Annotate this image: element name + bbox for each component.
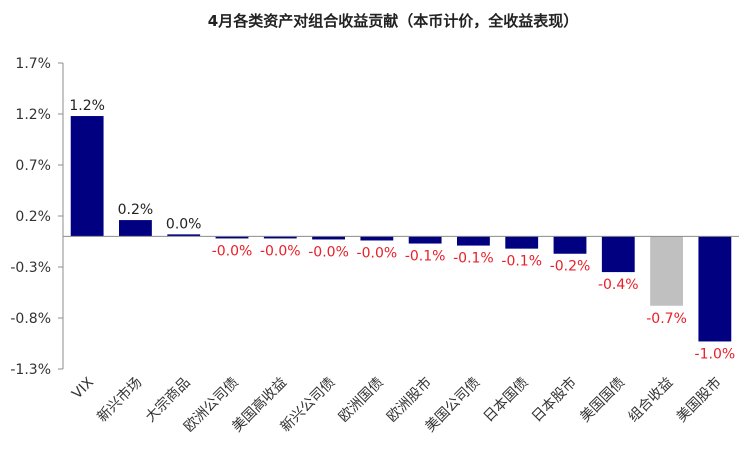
x-tick-label: VIX <box>69 374 97 402</box>
bar <box>650 236 683 306</box>
bar <box>312 236 345 240</box>
bar <box>215 236 249 239</box>
x-tick-label: 欧洲国债 <box>336 375 387 426</box>
data-label: -0.4% <box>598 277 639 293</box>
x-tick-label: 美国股市 <box>673 374 725 426</box>
data-label: -0.0% <box>357 245 398 261</box>
y-tick-label: 0.7% <box>15 158 51 174</box>
data-label: 0.2% <box>118 202 154 218</box>
bar <box>505 236 539 249</box>
bar <box>360 236 394 241</box>
bar <box>698 236 732 342</box>
data-label: -0.1% <box>453 251 494 267</box>
x-tick-label: 美国国债 <box>577 375 628 426</box>
bars <box>70 116 732 342</box>
x-tick-label: 日本国债 <box>481 375 532 426</box>
bar <box>263 236 297 239</box>
y-tick-label: 1.2% <box>15 107 51 123</box>
data-label: -0.1% <box>405 249 446 265</box>
data-label: -0.0% <box>308 244 349 260</box>
y-tick-label: 0.2% <box>15 209 51 225</box>
bar <box>408 236 442 244</box>
data-label: -0.7% <box>646 311 687 327</box>
data-labels: 1.2% 0.2% 0.0% -0.0% -0.0% -0.0% -0.0% -0.1% -0.… <box>69 98 735 362</box>
bar <box>119 220 152 237</box>
data-label: -1.0% <box>695 346 736 362</box>
data-label: 1.2% <box>69 98 105 114</box>
bar <box>457 236 490 246</box>
data-label: -0.0% <box>260 243 301 259</box>
bar <box>601 236 635 273</box>
data-label: -0.2% <box>550 259 591 275</box>
y-tick-label: -0.8% <box>10 311 51 327</box>
chart-title: 4月各类资产对组合收益贡献（本币计价，全收益表现） <box>208 12 578 30</box>
x-tick-labels: VIX新兴市场大宗商品欧洲公司债美国高收益新兴公司债欧洲国债欧洲股市美国公司债日… <box>69 374 725 436</box>
y-tick-label: -1.3% <box>10 362 51 378</box>
bar <box>70 116 104 237</box>
data-label: -0.0% <box>212 243 253 259</box>
bar <box>167 234 201 237</box>
y-axis: 1.7% 1.2% 0.7% 0.2% -0.3% -0.8% -1.3% <box>10 56 64 378</box>
y-tick-label: 1.7% <box>15 56 51 72</box>
data-label: 0.0% <box>166 216 202 232</box>
x-tick-label: 欧洲股市 <box>383 374 435 426</box>
y-tick-label: -0.3% <box>10 260 51 276</box>
data-label: -0.1% <box>501 254 542 270</box>
bar <box>553 236 587 254</box>
x-tick-label: 日本股市 <box>528 374 580 426</box>
x-tick-label: 组合收益 <box>625 375 676 426</box>
x-tick-label: 新兴市场 <box>94 374 146 426</box>
